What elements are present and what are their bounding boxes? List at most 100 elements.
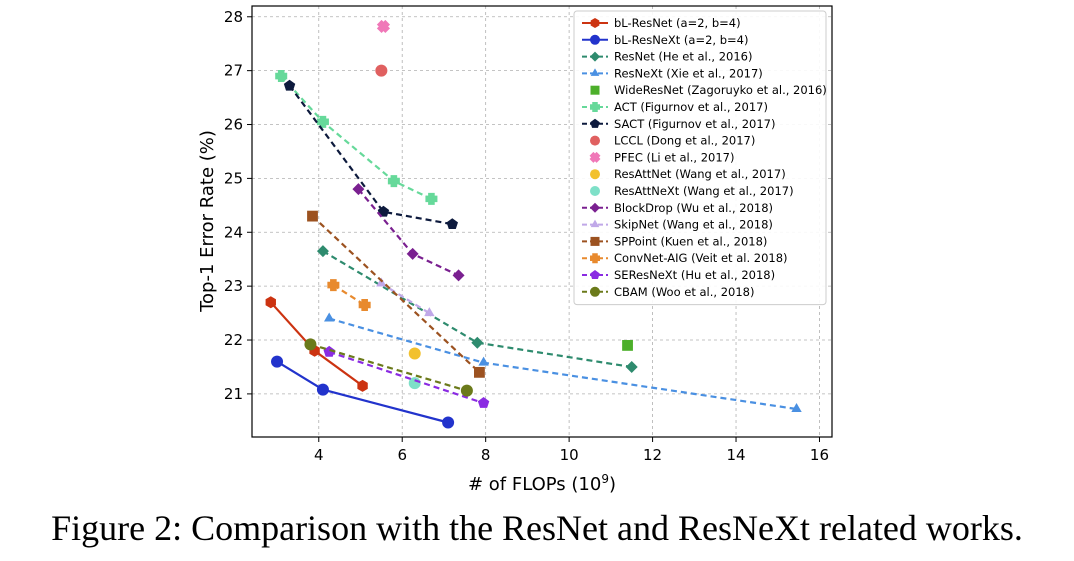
data-point [791, 402, 802, 412]
y-tick-label: 21 [224, 385, 243, 403]
legend-item: bL-ResNeXt (a=2, b=4) [582, 33, 748, 47]
y-tick-label: 25 [224, 169, 243, 187]
data-point [304, 338, 317, 351]
y-axis-ticks: 21 22 23 24 25 26 27 28 [224, 8, 252, 403]
x-axis-ticks: 4 6 8 10 12 14 16 [314, 437, 829, 464]
series-8 [376, 19, 391, 34]
data-point [622, 340, 633, 351]
legend-label: PFEC (Li et al., 2017) [614, 150, 734, 164]
legend-label: SACT (Figurnov et al., 2017) [614, 117, 775, 131]
legend-item: LCCL (Dong et al., 2017) [590, 134, 755, 148]
series-5 [275, 70, 438, 205]
data-point [406, 247, 419, 260]
data-point [408, 347, 421, 360]
y-axis-label: Top-1 Error Rate (%) [197, 130, 218, 313]
data-point [327, 279, 340, 292]
data-point [357, 379, 368, 392]
data-point [446, 218, 458, 230]
legend-label: SPPoint (Kuen et al., 2018) [614, 234, 767, 248]
legend-label: SEResNeXt (Hu et al., 2018) [614, 268, 775, 282]
data-point [442, 416, 455, 429]
grid [252, 6, 832, 437]
data-point [358, 299, 371, 312]
series-7 [375, 64, 388, 77]
legend-item: ResNet (He et al., 2016) [582, 50, 752, 64]
legend-item: ACT (Figurnov et al., 2017) [582, 100, 768, 114]
legend-item: CBAM (Woo et al., 2018) [582, 285, 754, 299]
legend-item: WideResNet (Zagoruyko et al., 2016) [590, 83, 827, 97]
legend-label: ACT (Figurnov et al., 2017) [614, 100, 768, 114]
legend-item: PFEC (Li et al., 2017) [589, 150, 734, 164]
series-15 [323, 345, 490, 408]
series-9 [408, 347, 421, 360]
data-point [375, 64, 388, 77]
data-point [323, 345, 335, 357]
data-point [316, 115, 329, 128]
legend-marker [590, 102, 600, 112]
data-point [316, 245, 329, 258]
legend-item: SACT (Figurnov et al., 2017) [582, 117, 775, 131]
x-tick-label: 6 [397, 446, 407, 464]
x-tick-label: 14 [726, 446, 745, 464]
legend-box [573, 10, 827, 306]
legend-label: BlockDrop (Wu et al., 2018) [614, 201, 773, 215]
series-0 [265, 296, 368, 392]
legend-marker [590, 270, 600, 280]
data-point [283, 79, 296, 91]
legend-label: ConvNet-AIG (Veit et al. 2018) [614, 251, 788, 265]
series-line [280, 75, 432, 200]
series-line [322, 250, 632, 369]
legend-marker [590, 118, 600, 128]
x-tick-label: 8 [481, 446, 491, 464]
data-point [424, 307, 435, 317]
x-tick-label: 10 [560, 446, 579, 464]
chart: 4 6 8 10 12 14 16 21 22 23 24 25 26 27 28 # of FLOPs … [197, 5, 833, 495]
x-axis-label: # of FLOPs (109) [468, 472, 616, 495]
legend-marker [590, 236, 600, 246]
data-point [387, 175, 400, 188]
legend-item: BlockDrop (Wu et al., 2018) [582, 201, 773, 215]
data-point [324, 312, 335, 322]
legend-item: SkipNet (Wang et al., 2018) [582, 218, 773, 232]
data-point [275, 70, 288, 83]
legend-marker [589, 151, 601, 163]
legend-marker [590, 286, 600, 297]
legend-label: bL-ResNet (a=2, b=4) [614, 16, 741, 30]
legend: bL-ResNet (a=2, b=4) bL-ResNeXt (a=2, b=4… [573, 10, 827, 306]
series-2 [316, 245, 638, 373]
data-point [271, 355, 284, 368]
legend-label: bL-ResNeXt (a=2, b=4) [614, 33, 748, 47]
legend-marker [590, 169, 600, 180]
data-point [474, 366, 485, 378]
y-tick-label: 22 [224, 331, 243, 349]
plot-border [251, 5, 833, 438]
legend-marker [590, 202, 600, 213]
series-line [328, 350, 484, 405]
legend-marker [590, 85, 600, 95]
legend-label: ResNet (He et al., 2016) [614, 50, 752, 64]
series-14 [327, 279, 371, 312]
data-point [352, 183, 365, 196]
data-point [478, 356, 489, 366]
x-tick-label: 12 [643, 446, 662, 464]
y-tick-label: 23 [224, 277, 243, 295]
legend-label: ResAttNet (Wang et al., 2017) [614, 167, 786, 181]
legend-item: SEResNeXt (Hu et al., 2018) [582, 268, 775, 282]
series-layer [265, 19, 802, 429]
legend-item: SPPoint (Kuen et al., 2018) [582, 234, 767, 248]
series-line [311, 215, 481, 374]
data-point [471, 336, 484, 349]
legend-label: WideResNet (Zagoruyko et al., 2016) [614, 83, 827, 97]
y-tick-label: 26 [224, 116, 243, 134]
legend-item: ConvNet-AIG (Veit et al. 2018) [582, 251, 788, 265]
legend-item: ResNeXt (Xie et al., 2017) [582, 66, 763, 80]
series-1 [271, 355, 455, 429]
y-tick-label: 24 [224, 223, 243, 241]
series-line [288, 85, 453, 226]
data-point [316, 383, 329, 396]
data-point [265, 296, 276, 309]
legend-marker [590, 34, 600, 45]
legend-marker [590, 51, 600, 62]
legend-marker [590, 186, 600, 196]
legend-label: SkipNet (Wang et al., 2018) [614, 218, 773, 232]
